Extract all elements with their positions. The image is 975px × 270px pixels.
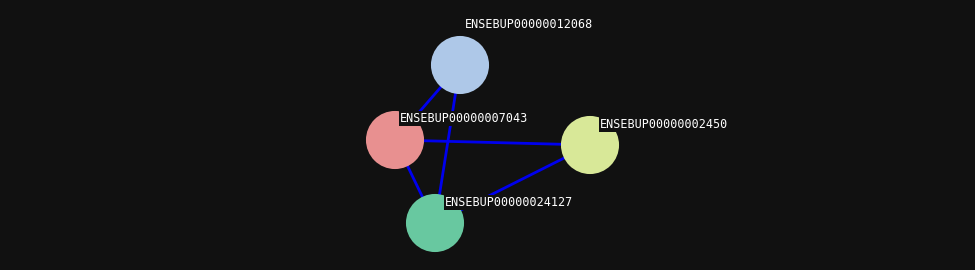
Text: ENSEBUP00000007043: ENSEBUP00000007043 (400, 112, 528, 125)
Circle shape (407, 195, 463, 251)
Circle shape (367, 112, 423, 168)
Text: ENSEBUP00000012068: ENSEBUP00000012068 (465, 18, 593, 31)
Text: ENSEBUP00000024127: ENSEBUP00000024127 (445, 196, 573, 209)
Circle shape (562, 117, 618, 173)
Circle shape (432, 37, 488, 93)
Text: ENSEBUP00000002450: ENSEBUP00000002450 (600, 118, 728, 131)
